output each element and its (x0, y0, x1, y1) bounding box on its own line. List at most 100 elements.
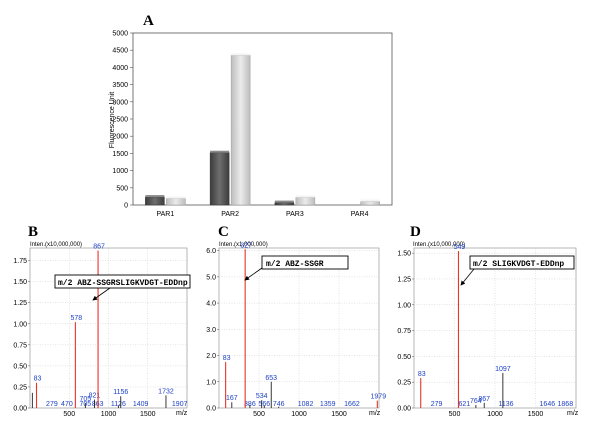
x-tick-label: 1500 (331, 411, 347, 418)
annotation-d: m/2 SLIGKVDGT-EDDnp (473, 260, 564, 269)
y-tick-label: 3000 (112, 99, 128, 106)
peak-mz-label: 705 (79, 396, 91, 403)
y-tick-label: 0.50 (397, 354, 411, 361)
bar-top-par4-series-2 (360, 199, 380, 202)
intensity-header-d: Inten.(x10,000,000) (413, 242, 465, 248)
minor-peak-mz-label: 1126 (111, 401, 126, 408)
peak-mz-label: 1156 (113, 389, 128, 396)
mass-spectrum-panel-b: B Inten.(x10,000,000) 0.00 0.25 0.50 0.75 1.… (13, 224, 191, 418)
minor-peak-mz-label: 1662 (344, 401, 360, 408)
minor-peak-mz-label: 1409 (133, 401, 149, 408)
peak-mz-label: 1979 (371, 394, 387, 401)
minor-peak-mz-label: 1136 (498, 401, 513, 408)
x-tick-label: 1500 (140, 411, 156, 418)
y-tick-label: 0 (124, 203, 128, 210)
x-category-label: PAR1 (156, 211, 174, 218)
panel-label-d: D (410, 224, 421, 240)
mz-unit-b: m/z (176, 410, 188, 417)
y-tick-label: 1.25 (13, 300, 27, 307)
bar-par3-series-1 (274, 202, 295, 206)
minor-peak-mz-label: 386 (244, 401, 256, 408)
annotation-box-d (469, 255, 575, 270)
y-tick-label: 1.50 (397, 251, 411, 258)
y-tick-label: 0.50 (13, 363, 27, 370)
y-tick-label: 1.75 (13, 258, 27, 265)
intensity-header-b: Inten.(x10,000,000) (30, 242, 82, 248)
peak-mz-label: 534 (256, 393, 268, 400)
minor-peak-mz-label: 279 (431, 401, 443, 408)
mz-unit-d: m/z (567, 410, 579, 417)
x-category-label: PAR2 (221, 211, 239, 218)
minor-peak-mz-label: 279 (46, 401, 58, 408)
peak-mz-label: 821 (89, 393, 101, 400)
peak-mz-label: 83 (223, 355, 231, 362)
bar-par2-series-2 (230, 55, 251, 206)
bar-top-par3-series-1 (274, 200, 294, 203)
bar-par4-series-2 (360, 201, 380, 206)
y-tick-label: 1500 (112, 151, 128, 158)
y-tick-label: 500 (116, 185, 128, 192)
peak-mz-label: 578 (71, 315, 83, 322)
minor-peak-mz-label: 1359 (320, 401, 336, 408)
x-tick-label: 500 (449, 411, 461, 418)
y-tick-label: 3.0 (206, 327, 216, 334)
annotation-box-c (261, 255, 349, 270)
bar-top-par1-series-2 (166, 196, 186, 199)
peak-mz-label: 867 (478, 396, 490, 403)
peak-mz-label: 327 (240, 242, 252, 249)
peak-mz-label: 549 (454, 244, 466, 251)
annotation-b: m/2 ABZ-SSGRSLIGKVDGT-EDDnp (58, 279, 188, 288)
annotation-arrow-c (244, 267, 263, 281)
peak-mz-label: 1097 (495, 366, 511, 373)
grid-c (219, 248, 379, 408)
y-tick-label: 6.0 (206, 248, 216, 255)
bar-chart-panel-a: A Fluorescence Unit 0 500 1000 1500 2000 2500… (109, 13, 393, 218)
ticks-b: 0.00 0.25 0.50 0.75 1.00 1.25 1.50 1.75 500 1000 1… (13, 258, 155, 418)
peak-mz-label: 1732 (158, 388, 174, 395)
panel-label-c: C (218, 224, 229, 240)
minor-peak-mz-label: 1082 (298, 401, 314, 408)
annotation-arrow-b (92, 287, 111, 301)
panel-label-a: A (143, 13, 154, 29)
minor-peak-mz-label: 566 (258, 401, 270, 408)
bar-par3-series-2 (295, 197, 316, 206)
panel-label-b: B (28, 224, 38, 240)
intensity-header-c: Inten.(x1,000,000) (219, 242, 268, 248)
y-tick-label: 1.00 (397, 302, 411, 309)
x-value-labels-d: 279 621 1136 1646 1868 (431, 401, 573, 408)
bar-top-par3-series-2 (295, 195, 315, 198)
peak-mz-label: 653 (265, 375, 277, 382)
y-tick-label: 0.00 (13, 406, 27, 413)
x-category-label: PAR4 (351, 211, 369, 218)
annotation-box-b (54, 274, 191, 289)
y-tick-label: 0.00 (397, 406, 411, 413)
ticks-c: 0.0 1.0 2.0 3.0 4.0 5.0 6.0 500 1000 1500 (206, 248, 347, 418)
peak-mz-label: 83 (34, 376, 42, 383)
x-tick-label: 500 (63, 411, 75, 418)
y-tick-label: 2000 (112, 134, 128, 141)
y-tick-label: 0.25 (13, 384, 27, 391)
y-tick-label: 4500 (112, 48, 128, 55)
bar-par1-series-1 (145, 196, 165, 206)
plot-area (132, 32, 393, 206)
minor-peak-mz-label: 470 (61, 401, 73, 408)
y-axis-ticks: 0 500 1000 1500 2000 2500 3000 3500 4000 4500 5000 (112, 31, 133, 210)
y-tick-label: 3500 (112, 82, 128, 89)
minor-peak-mz-label: 1907 (172, 401, 188, 408)
peak-mz-label: 764 (470, 398, 482, 405)
y-tick-label: 2.0 (206, 353, 216, 360)
x-tick-label: 1500 (528, 411, 544, 418)
minor-peak-mz-label: 746 (273, 401, 285, 408)
y-tick-label: 4.0 (206, 301, 216, 308)
bar-par2-series-1 (209, 152, 230, 206)
x-value-labels-c: 386 566 746 1082 1359 1662 (244, 401, 360, 408)
x-category-label: PAR3 (286, 211, 304, 218)
minor-peak-mz-label: 1646 (540, 401, 556, 408)
minor-peak-mz-label: 621 (458, 401, 470, 408)
mz-unit-c: m/z (369, 410, 381, 417)
x-tick-label: 1000 (487, 411, 503, 418)
x-axis-categories: PAR1 PAR2 PAR3 PAR4 (156, 211, 368, 218)
mass-spectrum-panel-d: D Inten.(x10,000,000) 0.00 0.25 0.50 0.75 1.… (397, 224, 578, 418)
peak-mz-label: 167 (226, 395, 238, 402)
